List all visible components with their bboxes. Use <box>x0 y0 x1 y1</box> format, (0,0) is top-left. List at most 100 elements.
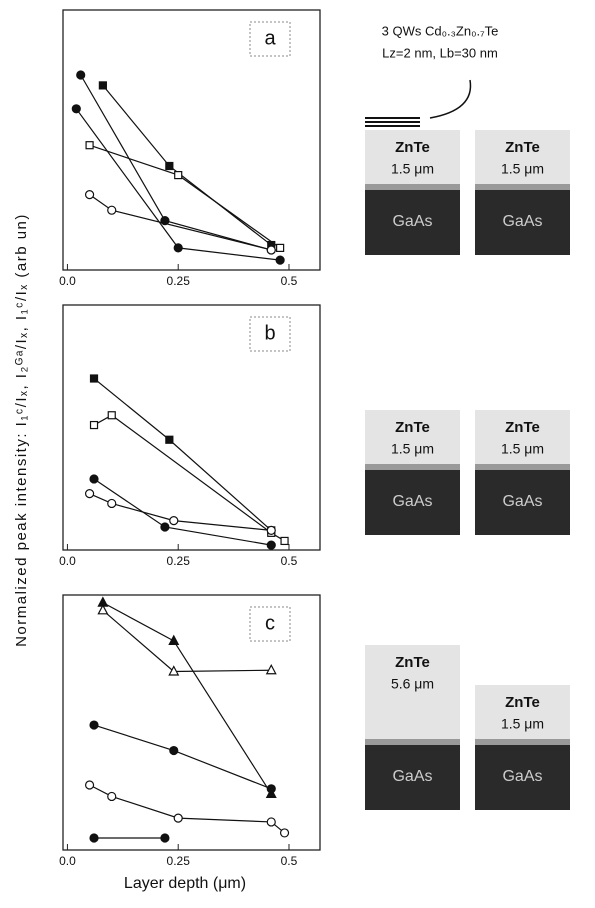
layer-name: ZnTe <box>505 139 540 156</box>
series-line <box>89 144 281 249</box>
y-axis-label: Normalized peak intensity: I₁ᶜ/Iₓ, I₂ᴳᵃ/… <box>13 213 30 647</box>
marker <box>275 255 285 265</box>
plot-frame <box>62 594 321 851</box>
plot-frame <box>62 9 321 271</box>
marker <box>266 784 276 794</box>
series-line <box>80 74 272 251</box>
marker <box>84 780 95 790</box>
marker <box>279 828 290 838</box>
qw-label: 3 QWs Cd₀.₃Zn₀.₇Te <box>382 23 499 38</box>
x-tick-label: 0.5 <box>281 554 298 568</box>
marker <box>89 833 99 843</box>
x-tick-label: 0.0 <box>59 554 76 568</box>
series-line <box>102 85 272 246</box>
layer-name: ZnTe <box>395 654 430 671</box>
substrate <box>475 470 570 535</box>
marker <box>107 791 117 802</box>
layer-thickness: 1.5 μm <box>501 716 544 732</box>
marker <box>168 665 180 676</box>
marker <box>280 536 289 546</box>
arrow <box>429 79 472 119</box>
substrate-name: GaAs <box>502 213 542 230</box>
layer-thickness: 1.5 μm <box>501 161 544 177</box>
marker <box>85 141 94 150</box>
marker <box>165 161 174 171</box>
marker <box>89 474 99 484</box>
interface <box>475 464 570 470</box>
marker <box>160 522 170 532</box>
series-line <box>93 478 272 546</box>
x-tick-label: 0.5 <box>281 274 298 288</box>
interface <box>475 739 570 745</box>
interface <box>365 739 460 745</box>
marker <box>266 540 276 550</box>
substrate-name: GaAs <box>392 213 432 230</box>
x-tick-label: 0.0 <box>59 274 76 288</box>
substrate <box>365 190 460 255</box>
layer-name: ZnTe <box>505 419 540 436</box>
marker <box>107 411 116 420</box>
x-tick-label: 0.25 <box>167 854 191 868</box>
marker <box>84 489 95 499</box>
qw-label: Lz=2 nm, Lb=30 nm <box>382 45 498 60</box>
marker <box>165 435 174 444</box>
epilayer <box>475 685 570 745</box>
marker <box>84 190 95 200</box>
marker <box>89 374 99 383</box>
x-axis-label: Layer depth (μm) <box>124 875 246 892</box>
panel-label-box <box>249 606 291 642</box>
marker <box>76 70 86 80</box>
x-tick-label: 0.25 <box>167 554 191 568</box>
substrate <box>365 745 460 810</box>
panel-label: c <box>265 612 275 634</box>
marker <box>107 498 117 509</box>
layer-thickness: 1.5 μm <box>501 441 544 457</box>
panel-label-box <box>249 316 291 352</box>
marker <box>98 81 107 90</box>
series-line <box>93 378 272 531</box>
panel-label: a <box>264 27 276 49</box>
epilayer <box>365 645 460 745</box>
marker <box>160 833 170 843</box>
marker <box>173 813 183 823</box>
layer-name: ZnTe <box>505 694 540 711</box>
series-line <box>89 784 285 834</box>
interface <box>365 464 460 470</box>
epilayer <box>475 130 570 190</box>
layer-thickness: 1.5 μm <box>391 161 434 177</box>
epilayer <box>365 410 460 470</box>
marker <box>266 525 276 536</box>
epilayer <box>365 130 460 190</box>
plot-frame <box>62 304 321 551</box>
marker <box>89 720 99 730</box>
substrate <box>365 470 460 535</box>
interface <box>365 184 460 190</box>
series-line <box>93 724 272 790</box>
substrate <box>475 745 570 810</box>
marker <box>169 745 179 756</box>
marker <box>97 604 109 615</box>
x-tick-label: 0.0 <box>59 854 76 868</box>
substrate-name: GaAs <box>502 768 542 785</box>
marker <box>265 663 277 675</box>
marker <box>168 634 180 645</box>
panel-label: b <box>264 322 275 344</box>
series-line <box>93 414 285 542</box>
marker <box>169 515 179 526</box>
layer-name: ZnTe <box>395 419 430 436</box>
marker <box>89 420 99 430</box>
substrate-name: GaAs <box>502 493 542 510</box>
interface <box>475 184 570 190</box>
series-line <box>75 108 281 261</box>
panel-label-box <box>249 21 291 57</box>
marker <box>107 205 117 215</box>
x-tick-label: 0.25 <box>167 274 191 288</box>
x-tick-label: 0.5 <box>281 854 298 868</box>
epilayer <box>475 410 570 470</box>
series-line <box>89 493 272 531</box>
layer-thickness: 5.6 μm <box>391 676 434 692</box>
layer-name: ZnTe <box>395 139 430 156</box>
marker <box>276 243 285 252</box>
marker <box>174 171 183 180</box>
